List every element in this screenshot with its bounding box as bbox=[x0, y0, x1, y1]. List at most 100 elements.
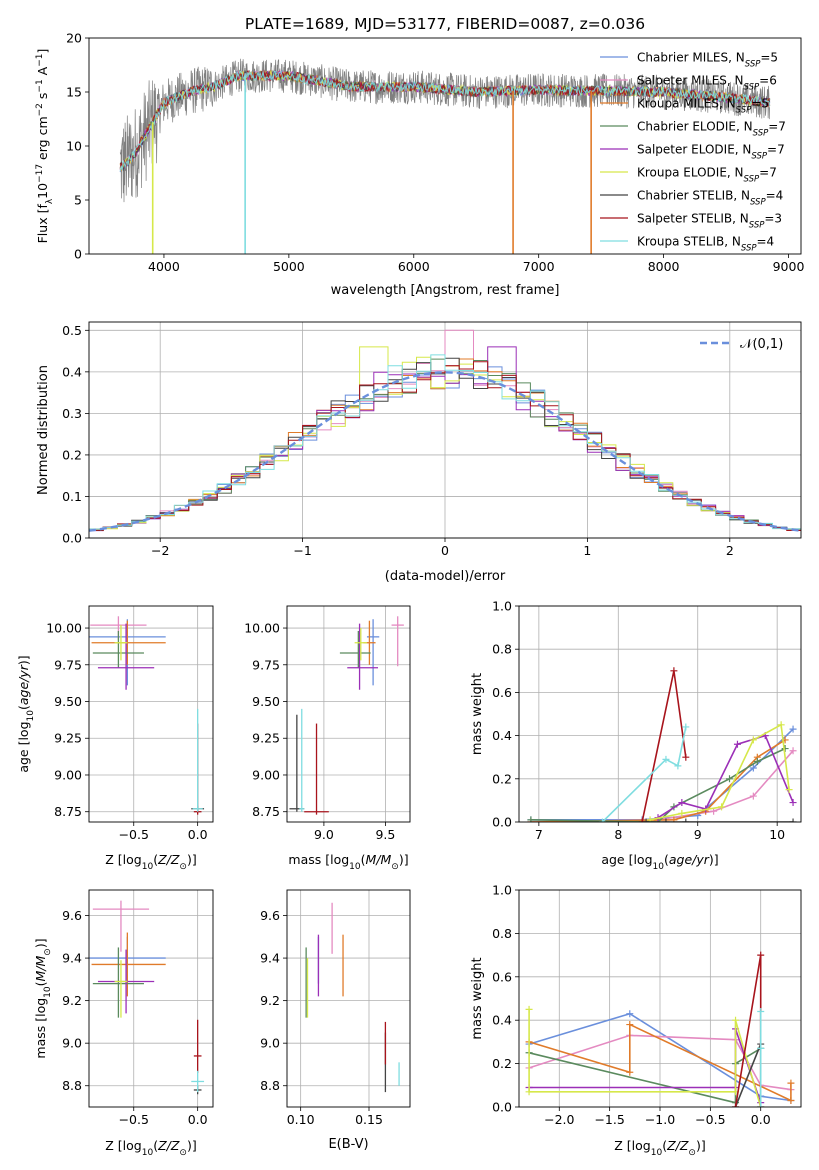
y-tick-label: 0.0 bbox=[492, 1100, 512, 1115]
mass_vs_Z-axes: −0.5 0.0 8.8 9.0 9.2 9.4 9.6 bbox=[62, 890, 213, 1127]
weight-marker bbox=[682, 818, 690, 822]
x-tick-label: 6000 bbox=[398, 259, 430, 274]
y-tick-label: 0.8 bbox=[492, 642, 512, 657]
spectrum-xlabel: wavelength [Angstrom, rest frame] bbox=[331, 283, 560, 298]
weight-marker bbox=[525, 1088, 533, 1096]
y-tick-label: 9.25 bbox=[252, 731, 280, 746]
y-tick-label: 9.0 bbox=[260, 1036, 280, 1051]
y-tick-label: 9.25 bbox=[54, 731, 82, 746]
residuals-frame bbox=[88, 321, 802, 539]
weight_vs_Z-axes: −2.0 −1.5 −1.0 −0.5 0.0 0.0 0.2 0.4 0.6 0.8 1.0 bbox=[492, 883, 801, 1127]
y-tick-label: 0.8 bbox=[492, 926, 512, 941]
y-tick-label: 15 bbox=[66, 85, 82, 100]
weight-vs-age-xlabel: age [log10(age/yr)] bbox=[601, 852, 718, 872]
y-tick-label: 0.6 bbox=[492, 685, 512, 700]
x-tick-label: 7 bbox=[535, 827, 543, 842]
residuals-ylabel: Normed distribution bbox=[36, 365, 51, 495]
legend-label: Chabrier STELIB, NSSP=4 bbox=[637, 189, 783, 208]
x-tick-label: 0 bbox=[441, 543, 449, 558]
weight-marker bbox=[789, 725, 797, 733]
legend-label: Kroupa STELIB, NSSP=4 bbox=[637, 235, 774, 254]
x-tick-label: −0.5 bbox=[119, 1112, 149, 1127]
spectrum-axes: 4000 5000 6000 7000 8000 9000 0 5 10 15 20 bbox=[66, 31, 804, 275]
legend-label: Kroupa ELODIE, NSSP=7 bbox=[637, 166, 777, 185]
x-tick-label: 2 bbox=[726, 543, 734, 558]
y-tick-label: 9.6 bbox=[62, 908, 82, 923]
weight-marker bbox=[753, 758, 761, 766]
mass-vs-Z-xlabel: Z [log10(Z/Z⊙)] bbox=[105, 1138, 196, 1158]
model-spectrum-8 bbox=[119, 70, 771, 172]
y-tick-label: 8.75 bbox=[54, 804, 82, 819]
weight-marker bbox=[785, 786, 793, 794]
weight-marker bbox=[670, 816, 678, 822]
y-tick-label: 5 bbox=[74, 193, 82, 208]
x-tick-label: 9.0 bbox=[314, 827, 334, 842]
x-tick-label: 0.0 bbox=[188, 827, 208, 842]
weight-marker bbox=[733, 740, 741, 748]
y-tick-label: 9.4 bbox=[62, 951, 82, 966]
residual-histograms bbox=[89, 329, 801, 532]
weight_vs_Z-frame bbox=[518, 889, 802, 1108]
y-tick-label: 0.5 bbox=[62, 323, 82, 338]
weight-marker bbox=[749, 764, 757, 772]
y-tick-label: 0.0 bbox=[62, 531, 82, 546]
gaussian-curve bbox=[89, 371, 801, 532]
spectrum-frame bbox=[88, 37, 802, 255]
weight-marker bbox=[757, 1103, 765, 1107]
x-tick-label: 0.0 bbox=[188, 1112, 208, 1127]
x-tick-label: 8000 bbox=[648, 259, 680, 274]
y-tick-label: 9.75 bbox=[54, 657, 82, 672]
weight-marker bbox=[598, 818, 606, 822]
x-tick-label: 9000 bbox=[773, 259, 805, 274]
age-vs-mass-xlabel: mass [log10(M/M⊙)] bbox=[288, 852, 408, 872]
y-tick-label: 10 bbox=[66, 139, 82, 154]
weight-marker bbox=[662, 755, 670, 763]
legend-label: Chabrier MILES, NSSP=5 bbox=[637, 51, 778, 70]
weight-marker bbox=[674, 762, 682, 770]
x-tick-label: −1.0 bbox=[645, 1112, 675, 1127]
x-tick-label: 0.0 bbox=[751, 1112, 771, 1127]
weight-marker bbox=[732, 1103, 740, 1107]
x-tick-label: −0.5 bbox=[119, 827, 149, 842]
y-tick-label: 0.2 bbox=[492, 771, 512, 786]
weight-marker bbox=[789, 747, 797, 755]
age_vs_mass-frame bbox=[286, 605, 411, 823]
weight_vs_Z-lines bbox=[525, 951, 795, 1107]
weight-line-5 bbox=[649, 723, 790, 821]
y-tick-label: 0.2 bbox=[62, 447, 82, 462]
age-vs-Z-xlabel: Z [log10(Z/Z⊙)] bbox=[105, 852, 196, 872]
age_vs_Z-frame bbox=[88, 605, 214, 823]
y-tick-label: 8.8 bbox=[62, 1078, 82, 1093]
weight-vs-Z-xlabel: Z [log10(Z/Z⊙)] bbox=[614, 1138, 705, 1158]
residuals-xlabel: (data-model)/error bbox=[385, 569, 506, 584]
y-tick-label: 9.00 bbox=[252, 767, 280, 782]
spectrum-title: PLATE=1689, MJD=53177, FIBERID=0087, z=0… bbox=[245, 15, 645, 33]
weight-marker bbox=[646, 816, 654, 822]
y-tick-label: 9.50 bbox=[252, 694, 280, 709]
weight-marker bbox=[718, 803, 726, 811]
y-tick-label: 10.00 bbox=[244, 621, 280, 636]
x-tick-label: −2 bbox=[151, 543, 169, 558]
x-tick-label: 4000 bbox=[148, 259, 180, 274]
mass_vs_ebv-frame bbox=[286, 889, 411, 1108]
x-tick-label: 10 bbox=[769, 827, 785, 842]
weight-marker bbox=[757, 951, 765, 959]
age_vs_Z-axes: −0.5 0.0 8.75 9.00 9.25 9.50 9.75 10.00 bbox=[46, 606, 213, 842]
y-tick-label: 0.3 bbox=[62, 406, 82, 421]
y-tick-label: 0.4 bbox=[492, 1013, 512, 1028]
x-tick-label: 5000 bbox=[273, 259, 305, 274]
mass_vs_Z-frame bbox=[88, 889, 214, 1108]
x-tick-label: 9.5 bbox=[375, 827, 395, 842]
weight-line-4 bbox=[657, 734, 794, 819]
y-tick-label: 10.00 bbox=[46, 621, 82, 636]
weight_vs_age-frame bbox=[518, 605, 802, 823]
weight-marker bbox=[626, 1021, 634, 1029]
age-vs-Z-ylabel: age [log10(age/yr)] bbox=[16, 655, 36, 772]
y-tick-label: 9.75 bbox=[252, 657, 280, 672]
spectrum-ylabel: Flux [fλ10−17 erg cm−2 s−1 A−1] bbox=[35, 49, 55, 244]
weight-marker bbox=[525, 1005, 533, 1013]
age_vs_mass-points bbox=[289, 616, 404, 815]
x-tick-label: 7000 bbox=[523, 259, 555, 274]
weight-marker bbox=[678, 809, 686, 817]
weight-marker bbox=[732, 1016, 740, 1024]
